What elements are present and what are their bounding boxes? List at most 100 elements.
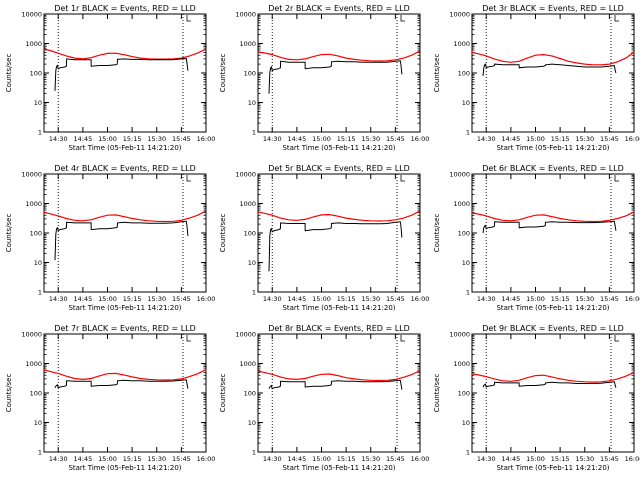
x-tick-label: 16:00 <box>197 455 216 463</box>
y-tick-label: 10000 <box>449 331 470 339</box>
x-tick-label: 15:30 <box>147 455 166 463</box>
x-tick-label: 16:00 <box>197 295 216 303</box>
chart-title: Det 6r BLACK = Events, RED = LLD <box>482 164 624 173</box>
x-tick-label: 15:15 <box>551 135 570 143</box>
x-tick-label: 15:30 <box>361 295 380 303</box>
x-tick-label: 15:15 <box>337 135 356 143</box>
x-tick-label: 14:45 <box>287 295 306 303</box>
x-tick-label: 15:15 <box>337 295 356 303</box>
x-axis-label: Start Time (05-Feb-11 14:21:20) <box>282 144 395 152</box>
x-tick-label: 14:45 <box>287 455 306 463</box>
y-tick-label: 10 <box>34 99 42 107</box>
corner-marker <box>186 335 192 342</box>
x-tick-label: 15:45 <box>172 135 191 143</box>
chart-panel-9: Det 9r BLACK = Events, RED = LLD 1 10 100 10… <box>433 324 640 472</box>
y-tick-label: 1000 <box>25 40 42 48</box>
x-tick-label: 15:30 <box>361 455 380 463</box>
corner-marker <box>186 175 192 182</box>
x-axis-label: Start Time (05-Feb-11 14:21:20) <box>68 304 181 312</box>
plot-frame <box>257 173 421 293</box>
plot-frame <box>43 173 207 293</box>
y-tick-label: 100 <box>244 70 256 78</box>
x-tick-label: 15:00 <box>312 295 331 303</box>
y-tick-label: 10000 <box>449 171 470 179</box>
y-tick-label: 10 <box>248 259 256 267</box>
x-tick-label: 16:00 <box>411 295 430 303</box>
chart-panel-6: Det 6r BLACK = Events, RED = LLD 1 10 100 10… <box>433 164 640 312</box>
x-tick-label: 15:30 <box>147 135 166 143</box>
x-tick-label: 14:45 <box>287 135 306 143</box>
corner-marker <box>614 15 620 22</box>
x-tick-label: 15:00 <box>526 295 545 303</box>
x-tick-label: 14:45 <box>501 135 520 143</box>
series-line-lld <box>471 211 635 223</box>
corner-marker <box>400 15 406 22</box>
x-tick-label: 15:45 <box>172 455 191 463</box>
x-tick-label: 15:00 <box>312 135 331 143</box>
series-line-events <box>482 381 617 388</box>
series-line-events <box>482 220 617 234</box>
y-tick-label: 100 <box>458 70 470 78</box>
x-axis-label: Start Time (05-Feb-11 14:21:20) <box>282 304 395 312</box>
x-tick-label: 14:30 <box>263 135 282 143</box>
y-tick-label: 10 <box>462 419 470 427</box>
x-tick-label: 15:15 <box>551 455 570 463</box>
x-tick-label: 15:15 <box>337 455 356 463</box>
x-tick-label: 15:00 <box>98 295 117 303</box>
y-tick-label: 100 <box>244 230 256 238</box>
chart-title: Det 8r BLACK = Events, RED = LLD <box>268 324 410 333</box>
plot-frame <box>257 13 421 133</box>
x-tick-label: 15:45 <box>172 295 191 303</box>
x-tick-label: 15:15 <box>123 455 142 463</box>
x-tick-label: 15:45 <box>600 455 619 463</box>
x-tick-label: 15:00 <box>526 455 545 463</box>
chart-title: Det 4r BLACK = Events, RED = LLD <box>54 164 196 173</box>
y-tick-label: 10000 <box>449 11 470 19</box>
x-tick-label: 15:30 <box>575 295 594 303</box>
chart-panel-7: Det 7r BLACK = Events, RED = LLD 1 10 100 10… <box>5 324 215 472</box>
chart-title: Det 2r BLACK = Events, RED = LLD <box>268 4 410 13</box>
x-axis-label: Start Time (05-Feb-11 14:21:20) <box>496 464 609 472</box>
y-axis-label: Counts/sec <box>433 54 441 93</box>
plot-frame <box>471 173 635 293</box>
x-tick-label: 15:00 <box>526 135 545 143</box>
series-line-lld <box>43 48 207 60</box>
x-tick-label: 15:30 <box>147 295 166 303</box>
y-tick-label: 1000 <box>453 40 470 48</box>
x-axis-label: Start Time (05-Feb-11 14:21:20) <box>68 144 181 152</box>
y-tick-label: 1 <box>38 129 42 137</box>
y-tick-label: 1000 <box>239 200 256 208</box>
y-tick-label: 10000 <box>21 331 42 339</box>
y-axis-label: Counts/sec <box>5 214 13 253</box>
plot-frame <box>43 333 207 453</box>
y-tick-label: 10 <box>248 99 256 107</box>
y-tick-label: 1 <box>38 449 42 457</box>
x-tick-label: 15:30 <box>575 455 594 463</box>
x-axis-label: Start Time (05-Feb-11 14:21:20) <box>496 304 609 312</box>
x-tick-label: 16:00 <box>411 135 430 143</box>
y-tick-label: 10000 <box>21 171 42 179</box>
chart-panel-5: Det 5r BLACK = Events, RED = LLD 1 10 100 10… <box>219 164 429 312</box>
x-tick-label: 15:00 <box>312 455 331 463</box>
y-tick-label: 1 <box>252 449 256 457</box>
x-tick-label: 15:45 <box>386 455 405 463</box>
chart-panel-8: Det 8r BLACK = Events, RED = LLD 1 10 100 10… <box>219 324 429 472</box>
y-tick-label: 1 <box>38 289 42 297</box>
x-tick-label: 14:30 <box>49 455 68 463</box>
x-tick-label: 16:00 <box>625 135 640 143</box>
x-axis-label: Start Time (05-Feb-11 14:21:20) <box>282 464 395 472</box>
plot-frame <box>471 13 635 133</box>
x-tick-label: 14:30 <box>49 135 68 143</box>
chart-title: Det 7r BLACK = Events, RED = LLD <box>54 324 196 333</box>
chart-panel-2: Det 2r BLACK = Events, RED = LLD 1 10 100 10… <box>219 4 429 152</box>
y-tick-label: 100 <box>458 390 470 398</box>
x-tick-label: 14:45 <box>501 455 520 463</box>
x-tick-label: 14:30 <box>477 455 496 463</box>
series-line-events <box>54 379 189 389</box>
x-tick-label: 15:15 <box>123 295 142 303</box>
x-tick-label: 14:30 <box>263 295 282 303</box>
y-tick-label: 10 <box>462 259 470 267</box>
y-tick-label: 1 <box>466 129 470 137</box>
x-tick-label: 15:45 <box>386 295 405 303</box>
